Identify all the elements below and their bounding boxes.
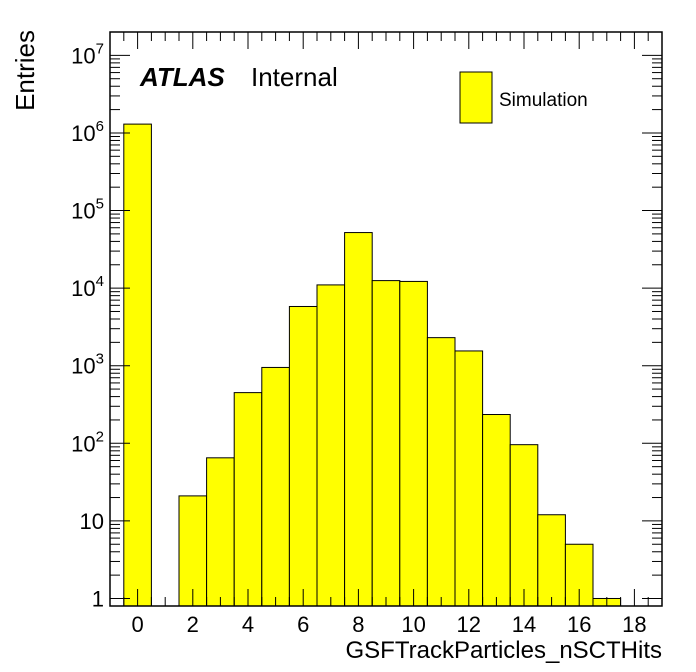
legend-label: Simulation bbox=[499, 90, 588, 111]
legend-swatch bbox=[459, 71, 493, 124]
y-tick-label: 10 bbox=[80, 509, 104, 534]
y-tick-label: 103 bbox=[71, 351, 104, 379]
histogram-bar bbox=[261, 366, 290, 607]
internal-label: Internal bbox=[251, 62, 338, 92]
histogram-bar bbox=[316, 284, 346, 607]
histogram-bar bbox=[344, 232, 373, 607]
x-tick-labels-group: 0 2 4 6 8 10 12 14 16 18 bbox=[131, 612, 646, 637]
histogram-bar bbox=[426, 337, 456, 607]
y-tick-label: 1 bbox=[92, 586, 104, 611]
y-tick-label: 106 bbox=[71, 118, 104, 146]
y-tick-label: 107 bbox=[71, 40, 104, 68]
y-tick-label: 105 bbox=[71, 196, 104, 224]
y-tick-label: 104 bbox=[71, 273, 104, 301]
histogram-bar bbox=[206, 457, 235, 607]
y-tick-label: 102 bbox=[71, 428, 104, 456]
x-tick-label: 10 bbox=[401, 612, 425, 637]
x-tick-label: 8 bbox=[352, 612, 364, 637]
x-tick-label: 14 bbox=[512, 612, 536, 637]
histogram-bar bbox=[399, 280, 428, 607]
x-tick-label: 16 bbox=[567, 612, 591, 637]
histogram-bar bbox=[123, 123, 152, 607]
x-tick-label: 0 bbox=[131, 612, 143, 637]
histogram-bar bbox=[178, 495, 208, 607]
histogram-bar bbox=[288, 305, 318, 607]
histogram-bar bbox=[482, 414, 511, 607]
y-axis-label: Entries bbox=[10, 30, 40, 111]
x-tick-label: 4 bbox=[242, 612, 254, 637]
x-tick-label: 2 bbox=[187, 612, 199, 637]
histogram-bar bbox=[509, 444, 539, 607]
histogram-bar bbox=[233, 392, 263, 607]
y-tick-labels-group: 1 10 102 103 104 105 106 107 bbox=[71, 40, 104, 611]
histogram-bar bbox=[371, 280, 401, 607]
histogram-bar bbox=[454, 350, 484, 607]
histogram-bar bbox=[537, 514, 566, 607]
x-tick-label: 18 bbox=[622, 612, 646, 637]
x-tick-label: 12 bbox=[457, 612, 481, 637]
bars-group bbox=[123, 123, 622, 607]
x-axis-label: GSFTrackParticles_nSCTHits bbox=[346, 637, 663, 664]
x-tick-label: 6 bbox=[297, 612, 309, 637]
y-ticks-group bbox=[110, 31, 662, 599]
atlas-label: ATLAS bbox=[139, 62, 225, 92]
